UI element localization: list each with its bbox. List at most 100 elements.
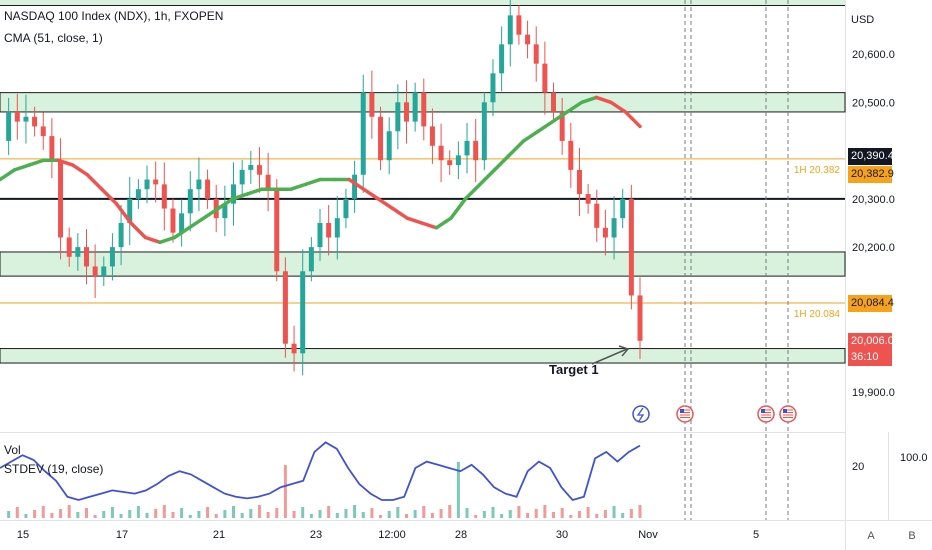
- us-flag-icon: [779, 405, 797, 423]
- candle-body: [542, 63, 548, 93]
- volume-bar: [517, 506, 521, 518]
- candle-body: [83, 247, 89, 267]
- volume-bar: [387, 511, 391, 518]
- volume-bar: [404, 514, 408, 518]
- volume-bar: [76, 512, 80, 518]
- cma-segment: [143, 235, 162, 245]
- candle-body: [23, 116, 29, 122]
- volume-bar: [586, 507, 590, 518]
- cma-segment: [580, 95, 599, 105]
- candle-body: [161, 184, 167, 209]
- volume-bar: [162, 505, 166, 518]
- price-tick-label: 20,200.0: [852, 242, 895, 254]
- candle-body: [360, 92, 366, 175]
- log-scale-button[interactable]: B: [908, 530, 916, 542]
- volume-bar: [309, 514, 313, 518]
- volume-bar: [534, 509, 538, 518]
- candle-body: [594, 203, 600, 228]
- auto-scale-button[interactable]: A: [867, 530, 875, 542]
- candle-body: [481, 102, 487, 161]
- volume-bar: [15, 507, 19, 518]
- candle-body: [490, 73, 496, 103]
- candle-body: [611, 218, 617, 238]
- candles: [6, 0, 643, 376]
- demand-zone-1: [0, 251, 846, 277]
- stdev-legend[interactable]: STDEV (19, close): [4, 462, 104, 476]
- volume-bar: [552, 512, 556, 518]
- candle-body: [135, 189, 141, 199]
- vol-scale-label: 100.0: [900, 452, 928, 464]
- candle-body: [533, 44, 539, 64]
- candle-body: [179, 213, 185, 233]
- volume-bar: [629, 509, 633, 518]
- volume-bar: [292, 511, 296, 518]
- volume-bar: [154, 509, 158, 518]
- cma-segment: [565, 100, 584, 114]
- candle-body: [525, 34, 531, 45]
- top-zone: [0, 0, 845, 5]
- volume-bar: [223, 510, 227, 518]
- candle-body: [274, 189, 280, 272]
- cma-segment: [172, 226, 191, 240]
- cma-segment: [361, 187, 380, 201]
- time-tick-label: 23: [310, 529, 322, 541]
- candle-body: [170, 208, 176, 233]
- demand-zone-2: [0, 348, 846, 364]
- currency-label[interactable]: USD: [851, 14, 875, 26]
- volume-bar: [257, 505, 261, 518]
- cma-segment: [507, 139, 526, 158]
- volume-bar: [327, 506, 331, 518]
- volume-bar: [448, 505, 452, 518]
- volume-bar: [93, 515, 97, 518]
- time-tick-label: Nov: [638, 529, 658, 541]
- candle-body: [412, 92, 418, 122]
- volume-bar: [439, 509, 443, 518]
- candle-body: [628, 198, 634, 296]
- volume-bar: [24, 514, 28, 518]
- candle-body: [395, 102, 401, 132]
- cma-segment: [230, 192, 250, 201]
- candle-body: [403, 102, 409, 122]
- candle-body: [282, 271, 288, 344]
- candle-body: [334, 218, 340, 238]
- us-flag-icon-canton: [761, 409, 765, 413]
- volume-bar: [136, 506, 140, 518]
- candle-body: [620, 198, 626, 219]
- cma-segment: [623, 110, 642, 129]
- candle-body: [66, 237, 72, 257]
- stdev-scale-label: 20: [852, 461, 865, 473]
- volume-bar: [396, 507, 400, 518]
- cma-segment: [56, 158, 75, 167]
- cma-segment: [449, 197, 468, 220]
- candle-body: [438, 145, 444, 161]
- volume-bar: [67, 505, 71, 518]
- cma-segment: [245, 187, 264, 196]
- chart-title: NASDAQ 100 Index (NDX), 1h, FXOPEN: [4, 9, 224, 23]
- candle-body: [568, 140, 574, 170]
- volume-bar: [145, 513, 149, 518]
- time-tick-label: 17: [116, 529, 128, 541]
- volume-bar: [335, 513, 339, 518]
- lightning-icon-bolt: [636, 407, 645, 422]
- volume-bar: [110, 507, 114, 518]
- cma-legend[interactable]: CMA (51, close, 1): [4, 31, 103, 45]
- vol-legend[interactable]: Vol: [4, 443, 21, 457]
- candle-body: [109, 247, 115, 267]
- candle-body: [343, 198, 349, 219]
- candle-body: [507, 15, 513, 45]
- volume-bar: [197, 511, 201, 518]
- volume-bar: [171, 512, 175, 518]
- cma-segment: [420, 221, 439, 230]
- volume-bar: [543, 505, 547, 518]
- time-tick-label: 21: [213, 529, 225, 541]
- countdown-tag: 36:10: [848, 349, 892, 366]
- volume-bar: [188, 515, 192, 518]
- volume-bar: [266, 512, 270, 518]
- cma-segment: [85, 172, 104, 191]
- cma-segment: [201, 206, 220, 220]
- candle-body: [153, 179, 159, 185]
- volume-bar: [128, 510, 132, 518]
- volume-bar: [344, 509, 348, 518]
- candle-body: [378, 116, 384, 161]
